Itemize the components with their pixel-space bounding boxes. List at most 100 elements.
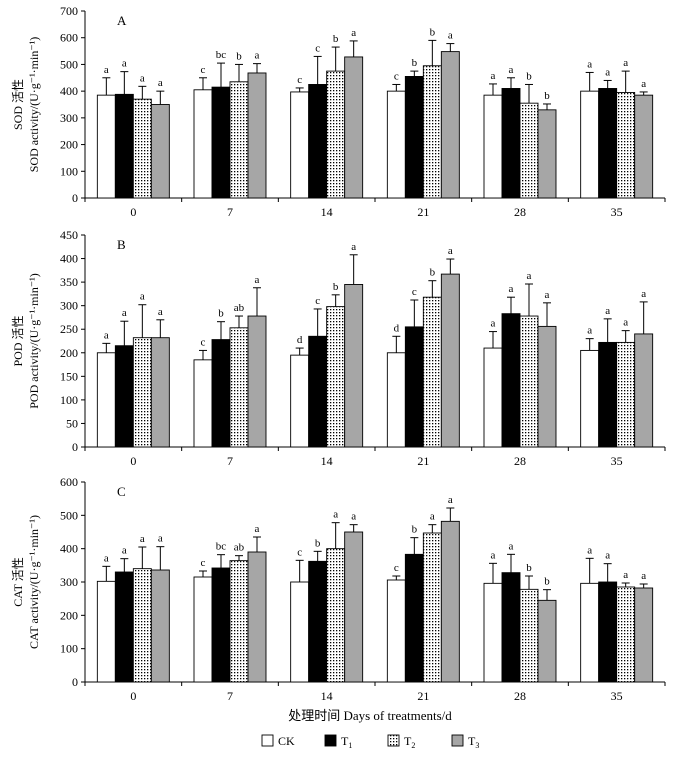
bar-T3 (344, 531, 364, 683)
y-tick-label: 300 (60, 575, 78, 589)
bar-T1 (404, 326, 424, 448)
significance-letter: a (430, 511, 435, 523)
significance-letter: a (448, 30, 453, 42)
significance-letter: a (587, 58, 592, 70)
significance-letter: b (526, 70, 532, 82)
bar-T3 (537, 599, 557, 683)
x-tick-label: 35 (611, 454, 623, 468)
y-tick-label: 700 (60, 4, 78, 18)
y-axis-title-cn: POD 活性 (11, 315, 25, 366)
bar-T2 (422, 532, 442, 683)
y-tick-label: 250 (60, 322, 78, 336)
bar-T3 (344, 284, 364, 448)
x-tick-label: 14 (321, 205, 333, 219)
y-tick-label: 500 (60, 57, 78, 71)
significance-letter: a (122, 545, 127, 557)
significance-letter: b (236, 50, 242, 62)
significance-letter: b (412, 524, 418, 536)
significance-letter: a (448, 494, 453, 506)
significance-letter: a (255, 274, 260, 286)
y-tick-label: 50 (66, 416, 78, 430)
bar-CK (483, 582, 503, 683)
significance-letter: c (412, 286, 417, 298)
y-tick-label: 400 (60, 542, 78, 556)
bar-T1 (598, 341, 618, 448)
x-tick-label: 0 (130, 689, 136, 703)
bar-T3 (634, 333, 654, 448)
bar-CK (96, 352, 116, 448)
significance-letter: ab (234, 302, 245, 314)
bar-T2 (519, 315, 539, 448)
legend-label-T3: T3 (468, 734, 479, 750)
legend-swatch-T1 (324, 734, 337, 747)
significance-letter: a (104, 552, 109, 564)
legend-label-CK: CK (278, 734, 295, 748)
bar-T2 (519, 588, 539, 683)
significance-letter: b (430, 267, 436, 279)
significance-letter: b (333, 33, 339, 45)
significance-letter: a (509, 64, 514, 76)
bar-T2 (422, 65, 442, 199)
y-tick-label: 100 (60, 164, 78, 178)
significance-letter: a (623, 569, 628, 581)
y-axis-title-cn: SOD 活性 (11, 79, 25, 130)
x-tick-label: 28 (514, 689, 526, 703)
significance-letter: a (605, 66, 610, 78)
bar-CK (386, 352, 406, 448)
y-tick-label: 400 (60, 84, 78, 98)
x-axis-title: 处理时间 Days of treatments/d (288, 708, 452, 723)
y-tick-label: 500 (60, 508, 78, 522)
x-tick-label: 7 (227, 689, 233, 703)
bar-T3 (440, 51, 460, 199)
bar-CK (290, 354, 310, 448)
panel-label: B (117, 237, 126, 252)
significance-letter: b (218, 308, 224, 320)
bar-T2 (616, 586, 636, 683)
bar-T3 (634, 587, 654, 683)
bar-T2 (132, 337, 152, 448)
significance-letter: a (587, 325, 592, 337)
bar-T1 (308, 560, 328, 683)
panel-label: C (117, 484, 126, 499)
significance-letter: a (104, 329, 109, 341)
significance-letter: a (641, 288, 646, 300)
x-tick-label: 14 (321, 454, 333, 468)
bar-T1 (501, 572, 521, 683)
bar-T2 (326, 548, 346, 683)
significance-letter: a (509, 540, 514, 552)
bar-CK (483, 94, 503, 199)
significance-letter: b (544, 576, 550, 588)
bar-T3 (537, 109, 557, 199)
bar-T1 (501, 313, 521, 448)
y-tick-label: 200 (60, 138, 78, 152)
bar-T3 (150, 104, 170, 199)
significance-letter: a (158, 77, 163, 89)
significance-letter: c (394, 562, 399, 574)
y-tick-label: 0 (72, 440, 78, 454)
bar-T1 (308, 84, 328, 199)
significance-letter: a (351, 511, 356, 523)
significance-letter: c (297, 546, 302, 558)
bar-CK (386, 90, 406, 199)
x-tick-label: 14 (321, 689, 333, 703)
significance-letter: a (491, 70, 496, 82)
bar-CK (96, 580, 116, 683)
bar-T1 (211, 567, 231, 683)
bar-CK (580, 349, 600, 448)
y-tick-label: 0 (72, 191, 78, 205)
bar-T1 (404, 75, 424, 199)
x-tick-label: 7 (227, 205, 233, 219)
bar-T2 (229, 560, 249, 683)
bar-T2 (616, 341, 636, 448)
bar-T1 (501, 88, 521, 199)
significance-letter: d (394, 322, 400, 334)
legend-swatch-T2 (387, 734, 400, 747)
significance-letter: bc (216, 49, 227, 61)
significance-letter: a (491, 318, 496, 330)
significance-letter: c (394, 70, 399, 82)
legend: CK T1 T2 T3 (261, 734, 479, 750)
significance-letter: a (448, 245, 453, 257)
y-tick-label: 150 (60, 369, 78, 383)
significance-letter: a (140, 72, 145, 84)
y-axis-title-en: SOD activity/(U·g⁻¹·min⁻¹) (27, 37, 41, 173)
